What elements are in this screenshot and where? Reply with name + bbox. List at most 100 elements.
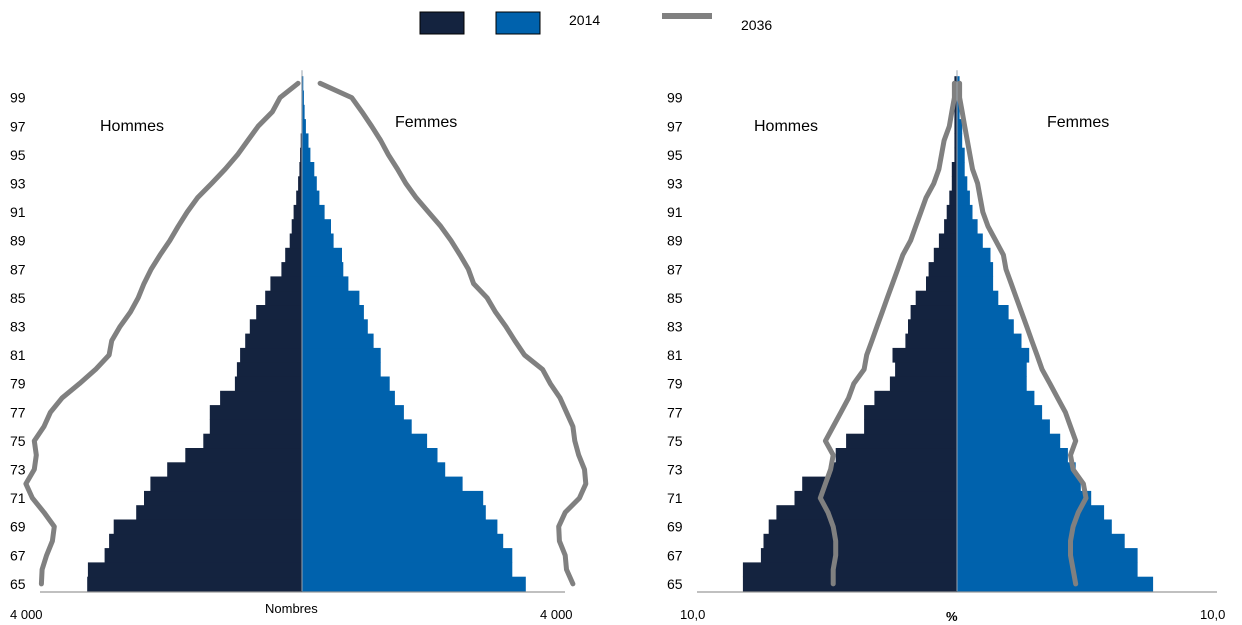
- bar-hommes-2014-age-93: [951, 176, 957, 191]
- y-tick-label: 93: [667, 175, 683, 191]
- bar-femmes-2014-age-93: [957, 176, 968, 191]
- bar-femmes-2014-age-81: [957, 347, 1030, 363]
- bar-femmes-2014-age-69: [302, 519, 498, 535]
- bar-hommes-2014-age-81: [240, 347, 302, 363]
- group-label-femmes: Femmes: [1047, 114, 1109, 131]
- bar-hommes-2014-age-77: [864, 405, 957, 420]
- x-tick-label-left: 10,0: [680, 607, 705, 622]
- x-tick-label-left: 4 000: [10, 607, 43, 622]
- y-tick-label: 67: [10, 547, 26, 563]
- bar-femmes-2014-age-65: [957, 576, 1154, 592]
- bar-femmes-2014-age-86: [957, 276, 994, 292]
- y-tick-label: 71: [667, 490, 683, 506]
- y-tick-label: 99: [667, 90, 683, 106]
- y-tick-label: 85: [10, 290, 26, 306]
- bar-femmes-2014-age-66: [957, 562, 1138, 578]
- bar-femmes-2014-age-87: [302, 262, 344, 277]
- bar-femmes-2014-age-100: [302, 76, 304, 91]
- bar-femmes-2014-age-65: [302, 576, 526, 592]
- bar-femmes-2014-age-84: [957, 305, 1009, 320]
- bar-hommes-2014-age-87: [281, 262, 302, 277]
- bar-femmes-2014-age-91: [302, 204, 325, 220]
- projection-lines-layer: [817, 80, 1089, 587]
- bar-femmes-2014-age-98: [302, 104, 305, 120]
- bar-hommes-2014-age-73: [830, 462, 957, 477]
- y-tick-label: 83: [10, 318, 26, 334]
- x-tick-label-right: 10,0: [1200, 607, 1225, 622]
- bar-femmes-2014-age-73: [302, 462, 446, 477]
- bar-hommes-2014-age-95: [300, 147, 302, 163]
- bar-hommes-2014-age-68: [109, 533, 302, 549]
- bar-femmes-2014-age-95: [302, 147, 311, 163]
- pyramid-panel-percent: 65 67 69 71 73 75 77 79 81 83 85 87 89 91 93 95 97 99 Hom…: [667, 70, 1225, 624]
- y-tick-label: 95: [10, 147, 26, 163]
- bar-femmes-2014-age-89: [957, 233, 983, 249]
- bars-layer: [742, 76, 1154, 592]
- y-tick-label: 87: [667, 261, 683, 277]
- bar-hommes-2014-age-82: [905, 333, 957, 349]
- bar-femmes-2014-age-97: [302, 119, 306, 134]
- bar-femmes-2014-age-69: [957, 519, 1112, 535]
- bar-hommes-2014-age-69: [768, 519, 957, 535]
- bar-femmes-2014-age-71: [957, 490, 1092, 506]
- bar-femmes-2014-age-72: [302, 476, 463, 492]
- bar-femmes-2014-age-75: [302, 433, 428, 449]
- bar-femmes-2014-age-79: [302, 376, 390, 392]
- bar-hommes-2014-age-86: [926, 276, 957, 292]
- bar-femmes-2014-age-99: [302, 90, 304, 106]
- group-label-hommes: Hommes: [754, 118, 818, 135]
- line-femmes-2036: [957, 80, 1089, 587]
- bar-femmes-2014-age-88: [302, 247, 342, 263]
- bar-hommes-2014-age-86: [270, 276, 302, 292]
- bar-hommes-2014-age-76: [209, 419, 302, 435]
- x-tick-label-right: 4 000: [540, 607, 573, 622]
- bar-femmes-2014-age-96: [302, 133, 309, 149]
- bar-femmes-2014-age-68: [957, 533, 1125, 549]
- bar-femmes-2014-age-79: [957, 376, 1027, 392]
- bar-hommes-2014-age-71: [144, 490, 302, 506]
- group-label-hommes: Hommes: [100, 118, 164, 135]
- y-tick-labels: 65 67 69 71 73 75 77 79 81 83 85 87 89 91 93 95 97 99: [667, 90, 683, 592]
- bar-femmes-2014-age-86: [302, 276, 349, 292]
- bar-femmes-2014-age-72: [957, 476, 1081, 492]
- bar-hommes-2014-age-75: [846, 433, 957, 449]
- y-tick-label: 75: [10, 433, 26, 449]
- bar-femmes-2014-age-91: [957, 204, 973, 220]
- bar-hommes-2014-age-72: [150, 476, 302, 492]
- y-tick-label: 71: [10, 490, 26, 506]
- legend-label-2014: 2014: [569, 12, 600, 28]
- bar-hommes-2014-age-71: [794, 490, 957, 506]
- x-unit-label: %: [946, 609, 958, 624]
- bar-hommes-2014-age-75: [203, 433, 302, 449]
- bar-hommes-2014-age-74: [185, 448, 302, 463]
- y-tick-label: 95: [667, 147, 683, 163]
- bar-hommes-2014-age-79: [889, 376, 957, 392]
- bar-hommes-2014-age-66: [87, 562, 303, 578]
- bar-femmes-2014-age-81: [302, 347, 381, 363]
- y-tick-label: 85: [667, 290, 683, 306]
- bar-femmes-2014-age-68: [302, 533, 504, 549]
- bar-femmes-2014-age-95: [957, 147, 965, 163]
- bar-femmes-2014-age-83: [302, 319, 368, 334]
- bar-femmes-2014-age-96: [957, 133, 963, 149]
- bar-hommes-2014-age-96: [300, 133, 302, 149]
- bar-hommes-2014-age-91: [946, 204, 957, 220]
- bar-hommes-2014-age-90: [944, 219, 957, 234]
- projection-lines-layer: [23, 80, 589, 587]
- bar-hommes-2014-age-67: [104, 548, 302, 563]
- y-tick-label: 79: [667, 376, 683, 392]
- axes-layer: [697, 70, 1217, 593]
- line-hommes-2036: [23, 80, 301, 587]
- bar-femmes-2014-age-94: [957, 162, 965, 177]
- bar-hommes-2014-age-98: [954, 104, 957, 120]
- bar-femmes-2014-age-82: [957, 333, 1022, 349]
- bar-femmes-2014-age-87: [957, 262, 994, 277]
- bar-femmes-2014-age-93: [302, 176, 317, 191]
- y-tick-label: 93: [10, 175, 26, 191]
- y-tick-label: 81: [10, 347, 26, 363]
- y-tick-label: 77: [10, 404, 26, 420]
- bar-femmes-2014-age-89: [302, 233, 334, 249]
- y-tick-label: 79: [10, 376, 26, 392]
- bar-hommes-2014-age-80: [895, 362, 957, 377]
